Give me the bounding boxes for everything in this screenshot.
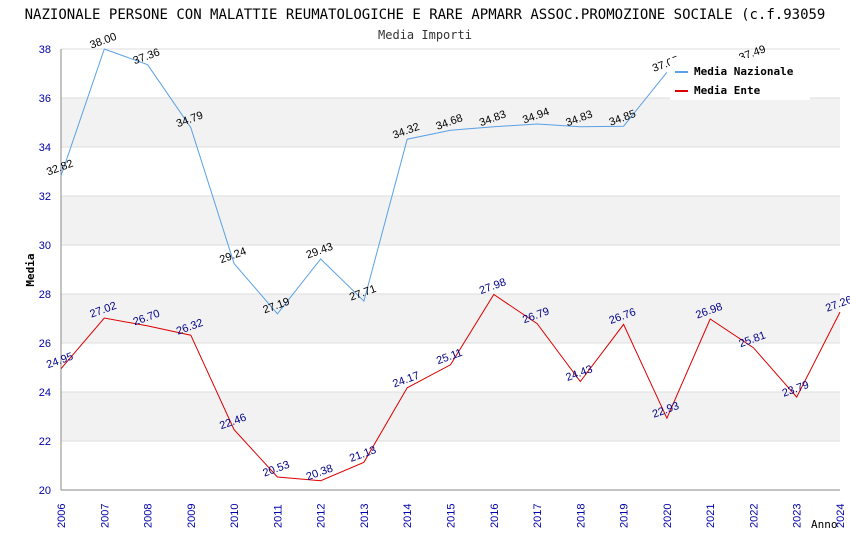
legend-box bbox=[670, 58, 810, 100]
x-tick-label: 2010 bbox=[229, 504, 241, 528]
x-tick-label: 2023 bbox=[792, 504, 804, 528]
grid-band bbox=[61, 98, 840, 147]
y-tick-label: 36 bbox=[39, 93, 51, 105]
legend-label-ente: Media Ente bbox=[694, 84, 761, 97]
x-tick-label: 2015 bbox=[446, 504, 458, 528]
legend: Media Nazionale Media Ente bbox=[670, 58, 810, 100]
y-tick-label: 28 bbox=[39, 289, 51, 301]
x-tick-label: 2020 bbox=[662, 504, 674, 528]
x-tick-labels: 2006 2007 2008 2009 2010 2011 2012 2013 2014 2015… bbox=[56, 504, 847, 528]
x-tick-label: 2006 bbox=[56, 504, 68, 528]
data-label-0: 38.00 bbox=[88, 31, 118, 52]
legend-label-nazionale: Media Nazionale bbox=[694, 65, 794, 78]
grid-band bbox=[61, 196, 840, 245]
series-lines bbox=[60, 48, 841, 482]
data-label-0: 32.82 bbox=[45, 158, 75, 179]
series-line-1 bbox=[60, 293, 841, 482]
x-tick-label: 2011 bbox=[272, 504, 284, 528]
y-tick-label: 22 bbox=[39, 436, 51, 448]
x-tick-label: 2008 bbox=[143, 504, 155, 528]
chart-title: NAZIONALE PERSONE CON MALATTIE REUMATOLO… bbox=[25, 7, 826, 23]
grid-band bbox=[61, 392, 840, 441]
data-label-1: 25.11 bbox=[435, 347, 464, 367]
y-tick-label: 38 bbox=[39, 44, 51, 56]
y-tick-label: 30 bbox=[39, 240, 51, 252]
x-tick-label: 2014 bbox=[402, 504, 414, 528]
y-tick-label: 20 bbox=[39, 485, 51, 497]
x-tick-label: 2022 bbox=[748, 504, 760, 528]
x-tick-label: 2019 bbox=[619, 504, 631, 528]
x-tick-label: 2017 bbox=[532, 504, 544, 528]
grid-lines bbox=[61, 48, 840, 491]
data-label-1: 21.13 bbox=[348, 444, 378, 465]
x-tick-label: 2018 bbox=[575, 504, 587, 528]
chart-subtitle: Media Importi bbox=[378, 28, 472, 42]
x-tick-label: 2013 bbox=[359, 504, 371, 528]
axes bbox=[60, 49, 840, 491]
grid-bands bbox=[61, 98, 840, 441]
y-tick-label: 34 bbox=[39, 142, 51, 154]
data-label-1: 24.95 bbox=[45, 351, 75, 372]
x-tick-label: 2009 bbox=[186, 504, 198, 528]
y-tick-label: 32 bbox=[39, 191, 51, 203]
y-tick-label: 26 bbox=[39, 338, 51, 350]
x-tick-label: 2012 bbox=[316, 504, 328, 528]
x-tick-label: 2024 bbox=[835, 504, 847, 528]
y-tick-labels: 20 22 24 26 28 30 32 34 36 38 bbox=[39, 44, 51, 497]
series-line-0 bbox=[60, 48, 668, 315]
data-label-0: 29.24 bbox=[218, 245, 248, 266]
data-label-1: 24.17 bbox=[391, 370, 421, 391]
y-tick-label: 24 bbox=[39, 387, 51, 399]
x-tick-label: 2007 bbox=[99, 504, 111, 528]
x-tick-label: 2021 bbox=[705, 504, 717, 528]
y-axis-label: Media bbox=[24, 253, 37, 286]
x-tick-label: 2016 bbox=[489, 504, 501, 528]
x-axis-label: Anno bbox=[811, 518, 838, 531]
